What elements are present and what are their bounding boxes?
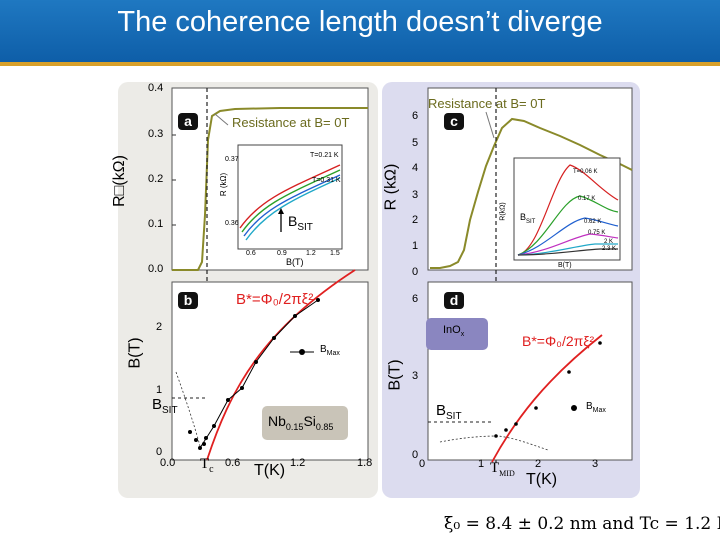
panel-b-formula: B*=Φ₀/2πξ² (236, 291, 314, 308)
panel-b-xlabel: T(K) (254, 462, 286, 479)
inset-c-curve-label-1: 0.17 K (578, 196, 596, 202)
panel-b-badge: b (178, 292, 198, 309)
panel-d-ylabel: B(T) (386, 359, 404, 391)
inset-a-curve-label-1: T=0.21 K (310, 152, 339, 159)
panel-d-xtick-3: 3 (592, 458, 599, 470)
panel-a-ylabel: R□(kΩ) (110, 155, 128, 207)
inset-a-curve-label-2: T=0.31 K (312, 177, 341, 184)
panel-d-ytick-1: 3 (412, 370, 419, 382)
inset-c-curve-label-2: 0.62 K (584, 219, 602, 225)
panel-c-badge: c (444, 113, 464, 130)
panel-d-bmax: BMax (586, 401, 606, 414)
plot-d (426, 281, 633, 463)
panel-c-ytick-6: 0 (412, 266, 419, 278)
resistance-curve-c (430, 117, 633, 269)
title-underline (0, 62, 720, 66)
panel-b-tc: Tc (200, 456, 214, 475)
slide-title: The coherence length doesn’t diverge (117, 6, 603, 38)
panel-a-badge: a (178, 113, 198, 130)
panel-d-xtick-0: 0 (419, 458, 426, 470)
bstar-curve-d (491, 334, 603, 463)
inset-a-xtick-2: 1.2 (306, 250, 316, 257)
inset-c-curve-label-3: 0.75 K (588, 230, 606, 236)
inset-a (237, 144, 343, 250)
inset-c-curve-label-4: 2 K (604, 239, 614, 245)
inset-a-ylabel: R (kΩ) (219, 172, 229, 197)
bmax-points-d (494, 341, 602, 438)
panel-d-badge: d (444, 292, 464, 309)
inset-c-ylabel: R(kΩ) (499, 202, 507, 221)
material-box-d (426, 318, 488, 350)
material-box-b (262, 406, 348, 440)
panel-d-tmid: TMID (490, 460, 515, 478)
inset-a-bsit: BSIT (288, 213, 313, 233)
panel-c-ytick-5: 1 (412, 240, 419, 252)
panel-d-formula: B*=Φ₀/2πξ² (522, 333, 595, 349)
panel-b-material: Nb0.15Si0.85 (268, 413, 334, 432)
inset-c-curve-label-5: 2.3 K (602, 246, 617, 252)
coherence-formula: ξ₀ = 8.4 ± 0.2 nm and Tc = 1.2 K (444, 514, 720, 534)
panel-a-ytick-2: 0.2 (148, 173, 164, 185)
inset-a-xtick-3: 1.5 (330, 250, 340, 257)
inset-a-xlabel: B(T) (286, 257, 304, 267)
panel-d-xlabel: T(K) (526, 471, 558, 488)
resistance-curve-a (172, 107, 368, 271)
panel-a-ytick-1: 0.3 (148, 128, 164, 140)
panel-b-xtick-3: 1.8 (357, 457, 373, 469)
panel-c-ytick-1: 5 (412, 137, 419, 149)
panel-c-ytick-3: 3 (412, 189, 419, 201)
panel-b-bmax: BMax (320, 344, 340, 357)
panel-d-bsit: BSIT (436, 402, 462, 422)
panel-d-material: InOx (443, 324, 465, 339)
panel-b-xtick-1: 0.6 (225, 457, 241, 469)
panel-d-xtick-2: 2 (535, 458, 542, 470)
inset-a-xtick-0: 0.6 (246, 250, 256, 257)
bmax-curve-b (199, 299, 319, 449)
inset-c-xlabel: B(T) (558, 262, 572, 269)
inset-c-curve-label-0: T=0.06 K (573, 169, 598, 175)
inset-c-bsit: BSIT (520, 212, 536, 225)
title-bar: The coherence length doesn’t diverge (0, 0, 720, 66)
panel-b-xtick-2: 1.2 (290, 457, 306, 469)
panel-b-xtick-0: 0.0 (160, 457, 176, 469)
plot-b (171, 269, 369, 461)
inset-a-ytick-1: 0.36 (225, 220, 239, 227)
panel-b-ytick-1: 1 (156, 384, 163, 396)
panel-c-legend: Resistance at B= 0T (428, 96, 546, 111)
panel-d-ytick-2: 0 (412, 449, 419, 461)
panel-d-ytick-0: 6 (412, 293, 419, 305)
panel-c-ytick-4: 2 (412, 214, 419, 226)
panel-d-xtick-1: 1 (478, 458, 485, 470)
panel-a-ytick-4: 0.0 (148, 263, 164, 275)
inset-a-ytick-0: 0.37 (225, 156, 239, 163)
panel-b-ylabel: B(T) (126, 337, 144, 369)
panel-a-ytick-0: 0.4 (148, 82, 164, 94)
panel-c-ytick-0: 6 (412, 110, 419, 122)
panel-a-ytick-3: 0.1 (148, 218, 164, 230)
plot-a (171, 87, 369, 460)
panel-c-ylabel: R (kΩ) (382, 163, 400, 211)
bmax-points-b (188, 298, 320, 450)
panel-a-legend: Resistance at B= 0T (232, 115, 350, 130)
panel-b-ytick-2: 0 (156, 446, 163, 458)
inset-a-xtick-1: 0.9 (277, 250, 287, 257)
panel-b-ytick-0: 2 (156, 321, 163, 333)
panel-c-ytick-2: 4 (412, 162, 419, 174)
panel-b-bsit: BSIT (152, 396, 178, 416)
